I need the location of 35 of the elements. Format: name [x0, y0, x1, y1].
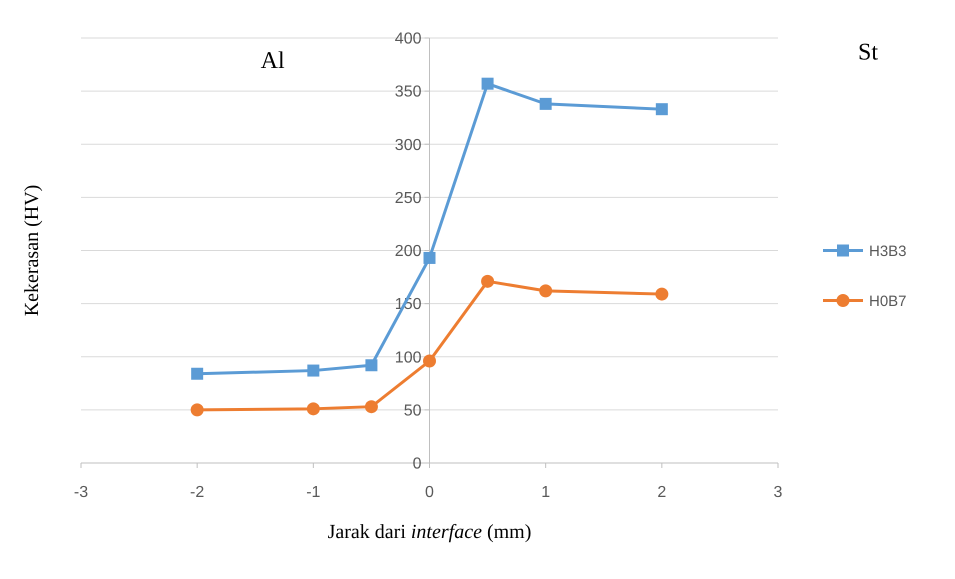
point — [482, 78, 494, 90]
x-tick-label: 2 — [657, 484, 666, 501]
legend-label: H0B7 — [869, 292, 907, 310]
y-tick-label: 300 — [394, 136, 422, 154]
x-tick-label: 3 — [774, 484, 783, 501]
point — [539, 284, 552, 298]
x-tick-label: 1 — [541, 484, 550, 501]
y-tick-label: 350 — [394, 84, 422, 101]
y-tick-label: 250 — [394, 190, 422, 207]
point — [481, 274, 494, 288]
x-axis-title: Jarak dari interface (mm) — [328, 521, 532, 543]
point — [365, 359, 378, 372]
y-tick-label: 50 — [404, 402, 422, 420]
y-tick-label: 100 — [394, 349, 422, 366]
point — [190, 403, 204, 416]
legend-label: H3B3 — [869, 242, 907, 260]
annotation: Al — [260, 48, 286, 74]
x-tick-label: -1 — [306, 484, 321, 501]
point — [540, 98, 552, 110]
text: St — [858, 39, 878, 66]
point — [655, 288, 668, 301]
point — [423, 354, 436, 368]
point — [364, 400, 378, 414]
point — [424, 252, 436, 264]
point — [307, 364, 320, 377]
point — [191, 368, 204, 380]
x-tick-label: -2 — [190, 484, 204, 501]
point — [656, 103, 668, 116]
y-tick-label: 0 — [412, 456, 422, 473]
x-tick-label: -3 — [74, 484, 88, 501]
y-axis-title: Kekerasan (HV) — [21, 184, 43, 316]
x-tick-label: 0 — [425, 484, 434, 501]
y-tick-label: 400 — [394, 30, 422, 48]
point — [306, 402, 320, 416]
y-tick-label: 200 — [394, 243, 422, 260]
